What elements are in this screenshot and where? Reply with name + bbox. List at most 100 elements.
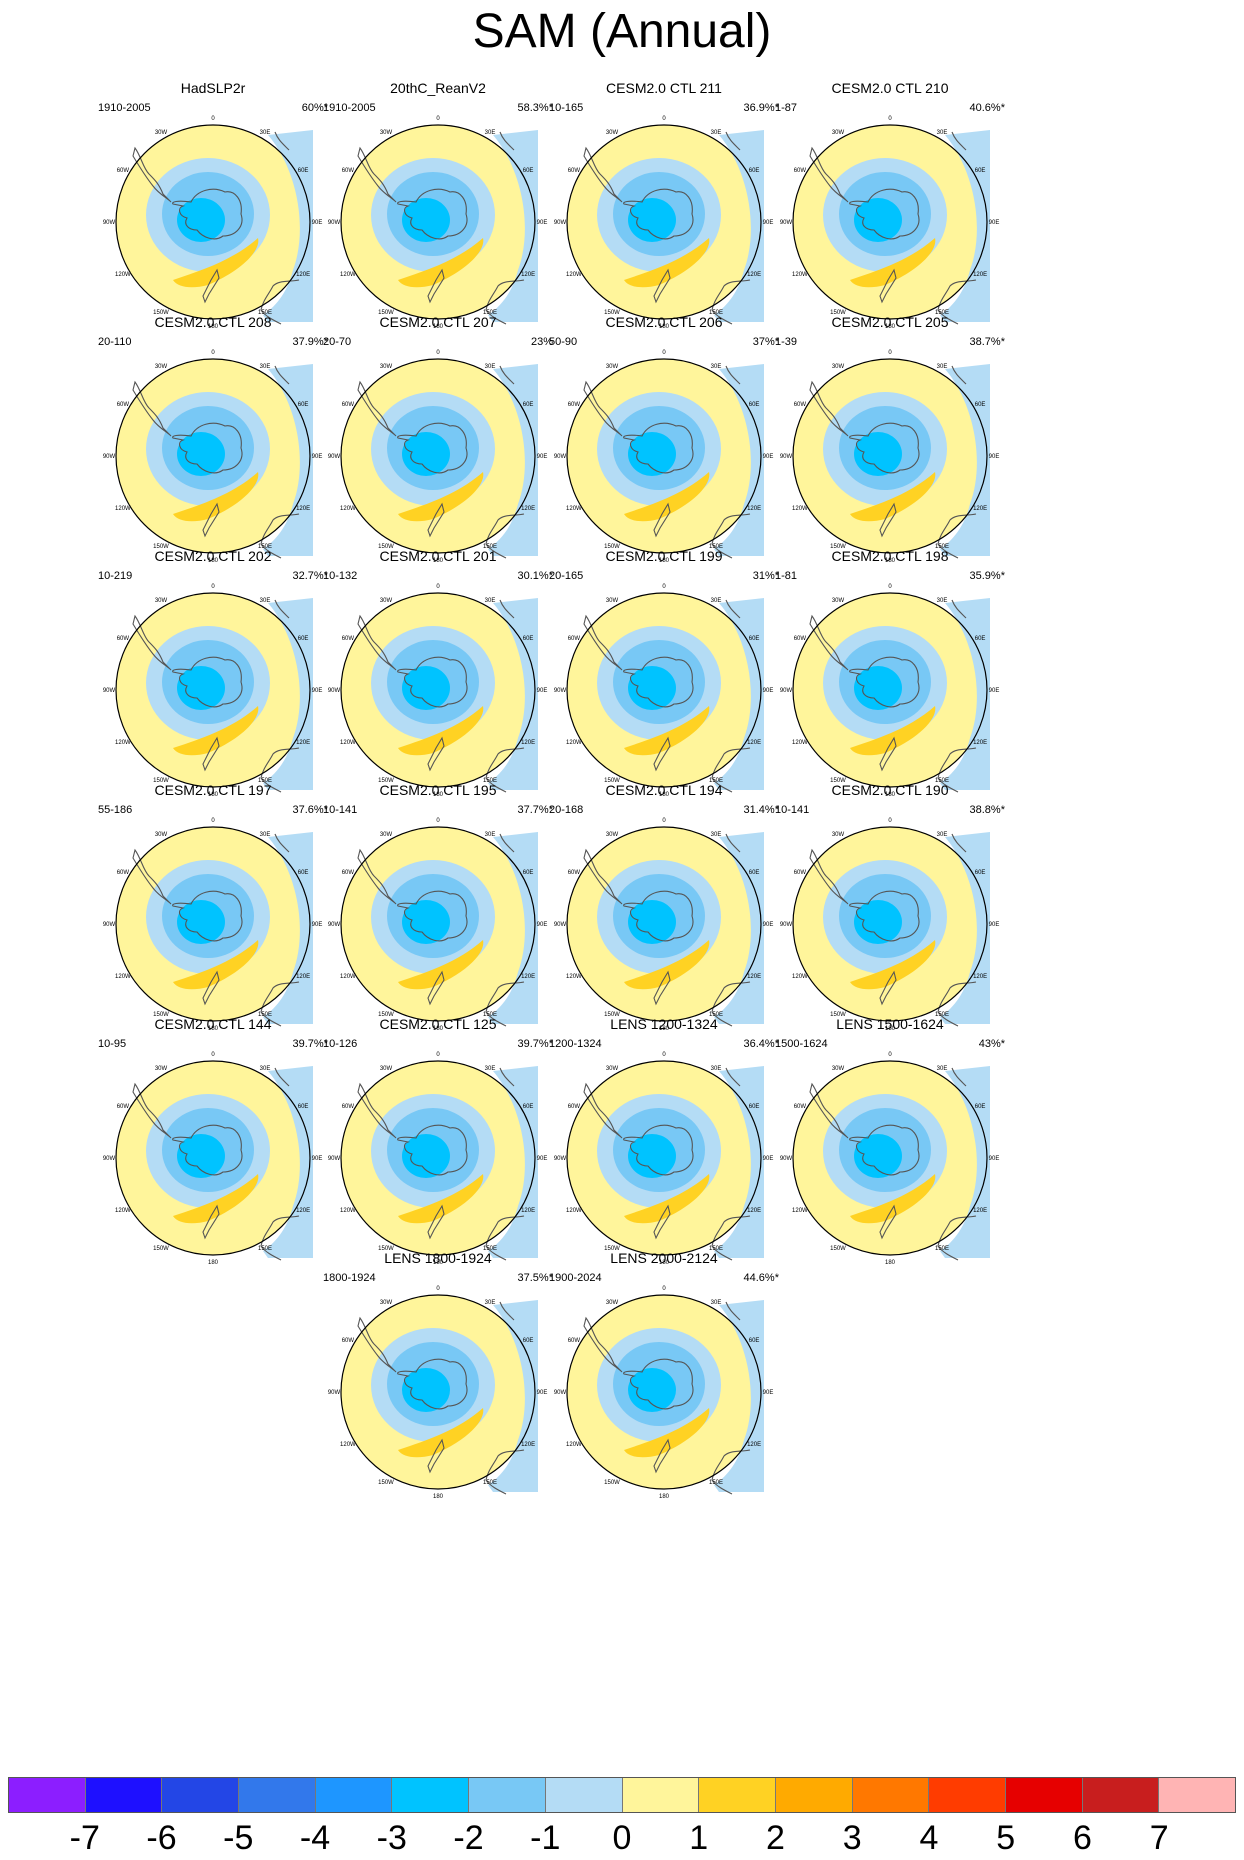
longitude-label: 90W (328, 1390, 341, 1396)
antarctica-coastline (623, 890, 694, 942)
longitude-label: 30W (155, 598, 168, 604)
longitude-label: 30W (606, 832, 619, 838)
outer-negative-region (714, 598, 764, 790)
longitude-label: 60E (749, 1338, 760, 1344)
longitude-label: 60W (568, 1104, 581, 1110)
longitude-label: 30W (380, 598, 393, 604)
contour-minus3 (402, 900, 450, 944)
longitude-label: 180 (885, 558, 896, 564)
longitude-label: 150E (935, 778, 949, 784)
longitude-label: 0 (662, 1052, 666, 1058)
africa-coastline (725, 1301, 741, 1321)
longitude-label: 0 (436, 350, 440, 356)
longitude-label: 0 (662, 350, 666, 356)
colorbar-cell (852, 1778, 930, 1812)
new-zealand-coastline (879, 1204, 897, 1240)
longitude-label: 90E (989, 688, 1000, 694)
africa-coastline (274, 599, 290, 619)
longitude-label: 30E (937, 1066, 948, 1072)
longitude-label: 90W (554, 220, 567, 226)
longitude-label: 120E (747, 974, 761, 980)
longitude-label: 60E (749, 1104, 760, 1110)
longitude-label: 60E (523, 1104, 534, 1110)
south-america-coastline (132, 380, 172, 437)
longitude-label: 120E (521, 974, 535, 980)
panel-title: CESM2.0 CTL 197 (154, 782, 272, 798)
antarctica-coastline (849, 1124, 920, 1176)
longitude-label: 60W (794, 1104, 807, 1110)
map-panel: LENS 2000-2124 1900-2024 44.6%* (529, 1250, 799, 1510)
longitude-label: 90E (312, 454, 323, 460)
polar-map: 0 30E 60E 90E 120E 150E 180 150W 120W 90W 60W 30W (554, 1052, 774, 1266)
longitude-label: 90E (312, 688, 323, 694)
longitude-label: 30E (485, 598, 496, 604)
colorbar-cell (9, 1778, 86, 1812)
longitude-label: 150E (258, 544, 272, 550)
australia-coastline (485, 513, 525, 559)
australia-coastline (260, 981, 300, 1027)
longitude-label: 180 (433, 1260, 444, 1266)
longitude-label: 30W (832, 130, 845, 136)
australia-coastline (937, 513, 977, 559)
antarctica-coastline (172, 188, 243, 240)
longitude-label: 120W (792, 506, 808, 512)
longitude-label: 180 (659, 792, 670, 798)
longitude-label: 60W (794, 636, 807, 642)
longitude-label: 0 (888, 116, 892, 122)
map-panel: CESM2.0 CTL 144 10-95 39.7%* (78, 1016, 348, 1276)
longitude-label: 180 (208, 1026, 219, 1032)
new-zealand-coastline (653, 736, 671, 772)
antarctica-coastline (397, 188, 468, 240)
longitude-label: 150W (830, 1246, 846, 1252)
antarctica-coastline (397, 1124, 468, 1176)
longitude-label: 90E (537, 1156, 548, 1162)
south-america-coastline (809, 380, 849, 437)
antarctica-coastline (172, 656, 243, 708)
panel-title: CESM2.0 CTL 190 (831, 782, 949, 798)
outer-negative-region (714, 832, 764, 1024)
longitude-label: 30E (260, 598, 271, 604)
longitude-label: 90E (763, 220, 774, 226)
new-zealand-coastline (202, 1204, 220, 1240)
map-frame (115, 1060, 311, 1256)
map-panel: CESM2.0 CTL 197 55-186 37.6%* (78, 782, 348, 1042)
colorbar-cell (469, 1778, 546, 1812)
longitude-label: 90E (312, 922, 323, 928)
longitude-label: 90W (103, 922, 116, 928)
new-zealand-coastline (202, 736, 220, 772)
longitude-label: 90W (780, 922, 793, 928)
map-frame (792, 592, 988, 788)
panel-period: 1900-2024 (549, 1272, 602, 1284)
contour-minus3 (854, 900, 902, 944)
contour-minus3 (177, 198, 225, 242)
longitude-label: 150E (935, 544, 949, 550)
longitude-label: 150W (153, 544, 169, 550)
panel-variance: 38.8%* (969, 804, 1005, 816)
south-america-coastline (357, 380, 397, 437)
longitude-label: 60E (749, 402, 760, 408)
panel-title: CESM2.0 CTL 144 (154, 1016, 272, 1032)
africa-coastline (725, 365, 741, 385)
panel-variance: 37.6%* (292, 804, 328, 816)
longitude-label: 30E (711, 130, 722, 136)
longitude-label: 30E (260, 364, 271, 370)
panel-variance: 44.6%* (743, 1272, 779, 1284)
panel-title: CESM2.0 CTL 202 (154, 548, 272, 564)
longitude-label: 150W (830, 544, 846, 550)
longitude-label: 0 (662, 116, 666, 122)
longitude-label: 120W (566, 506, 582, 512)
antarctica-coastline (397, 656, 468, 708)
longitude-label: 90W (554, 1390, 567, 1396)
longitude-label: 90W (328, 454, 341, 460)
longitude-label: 30E (485, 364, 496, 370)
australia-coastline (711, 1215, 751, 1261)
longitude-label: 150W (153, 1012, 169, 1018)
new-zealand-coastline (879, 970, 897, 1006)
panel-title: CESM2.0 CTL 211 (606, 80, 722, 96)
australia-coastline (485, 981, 525, 1027)
map-panel: CESM2.0 CTL 190 10-141 38.8%* (755, 782, 1025, 1042)
contour-minus3 (402, 198, 450, 242)
longitude-label: 60E (975, 402, 986, 408)
longitude-label: 90W (780, 688, 793, 694)
new-zealand-coastline (427, 268, 445, 304)
